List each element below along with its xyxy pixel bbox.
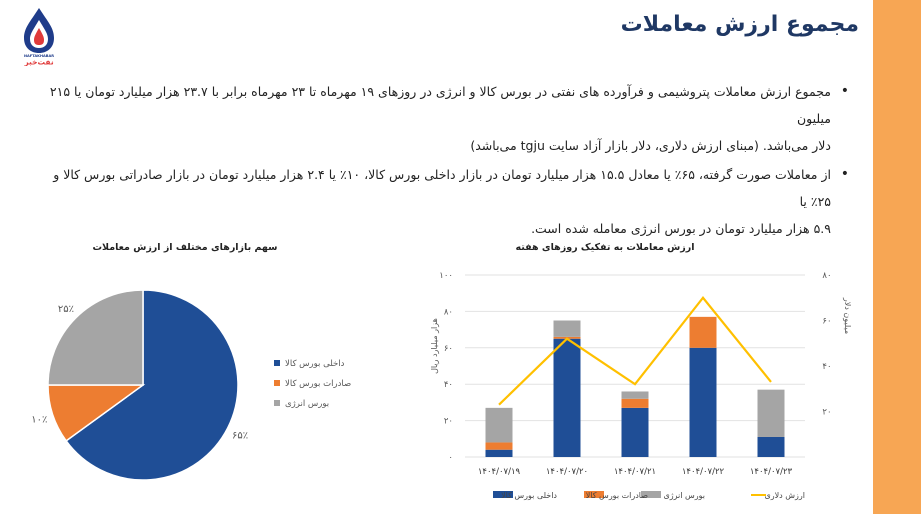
- bar-chart-title: ارزش معاملات به تفکیک روزهای هفته: [515, 242, 695, 253]
- y2-tick-label: ۲۰: [822, 408, 831, 418]
- bar-segment: [553, 338, 581, 457]
- y-tick-label: ۴۰: [444, 380, 453, 390]
- logo-text: نفت‌خبر: [23, 58, 53, 67]
- bar-segment: [485, 442, 513, 450]
- logo: NAFTAKHABAR نفت‌خبر: [23, 8, 54, 67]
- bar-segment: [689, 347, 717, 457]
- legend-label: بورس انرژی: [663, 491, 705, 500]
- bullet-dot: •: [840, 83, 849, 99]
- bar-segment: [689, 316, 717, 348]
- bullet-dot: •: [840, 166, 849, 182]
- pie-slice: [65, 289, 239, 481]
- bullet-item: • مجموع ارزش معاملات پتروشیمی و فرآورده …: [49, 78, 849, 159]
- x-tick-label: ۱۴۰۴/۰۷/۲۰: [546, 467, 588, 477]
- bar-segment: [485, 407, 513, 443]
- x-tick-label: ۱۴۰۴/۰۷/۱۹: [478, 467, 521, 477]
- y-tick-label: ۲۰: [444, 417, 453, 427]
- pie-slice: [47, 289, 144, 386]
- y-tick-label: ۰: [448, 453, 453, 463]
- legend-label: صادرات بورس کالا: [586, 491, 649, 500]
- bar-segment: [621, 391, 649, 399]
- legend-label: بورس انرژی: [285, 399, 329, 409]
- bullet-list: • مجموع ارزش معاملات پتروشیمی و فرآورده …: [49, 78, 849, 244]
- legend-swatch: [274, 380, 280, 386]
- legend-label: صادرات بورس کالا: [285, 379, 351, 389]
- bar-segment: [621, 398, 649, 408]
- accent-side-bar: [873, 0, 921, 514]
- legend-label: داخلی بورس کالا: [501, 491, 557, 500]
- y2-tick-label: ۶۰: [822, 317, 831, 327]
- y-tick-label: ۸۰: [444, 307, 453, 317]
- bar-segment: [485, 449, 513, 457]
- bullet-line: از معاملات صورت گرفته، ۶۵٪ یا معادل ۱۵.۵…: [53, 167, 831, 209]
- pie-slice-label: ۱۰٪: [31, 415, 47, 426]
- pie-slice-label: ۲۵٪: [58, 304, 74, 315]
- pie-chart-title: سهم بازارهای مختلف از ارزش معاملات: [92, 242, 278, 253]
- legend-swatch: [274, 360, 280, 366]
- legend-swatch: [274, 400, 280, 406]
- legend-swatch: [584, 491, 604, 498]
- pie-chart: ۶۵٪ ۱۰٪ ۲۵٪ داخلی بورس کالا صادرات بورس کالا…: [31, 289, 351, 481]
- legend-label: داخلی بورس کالا: [285, 359, 345, 369]
- y-tick-label: ۱۰۰: [439, 271, 453, 281]
- line-series: [498, 295, 772, 406]
- y2-axis-label: میلیون دلار: [843, 297, 852, 334]
- y-axis-label: هزار میلیارد ریال: [430, 318, 439, 374]
- bullet-line: دلار می‌باشد. (مبنای ارزش دلاری، دلار با…: [470, 138, 831, 153]
- x-tick-label: ۱۴۰۴/۰۷/۲۳: [750, 467, 793, 477]
- logo-small-text: NAFTAKHABAR: [24, 54, 54, 58]
- x-tick-label: ۱۴۰۴/۰۷/۲۲: [682, 467, 725, 477]
- bar-segment: [553, 320, 581, 337]
- bar-segment: [621, 407, 649, 457]
- legend-swatch: [641, 491, 661, 498]
- bullet-line: مجموع ارزش معاملات پتروشیمی و فرآورده ها…: [49, 84, 831, 126]
- bullet-line: ۵.۹ هزار میلیارد تومان در بورس انرژی معا…: [531, 221, 831, 236]
- y2-tick-label: ۸۰: [822, 271, 831, 281]
- legend-swatch: [493, 491, 513, 498]
- y-tick-label: ۶۰: [444, 344, 453, 354]
- y2-tick-label: ۴۰: [822, 362, 831, 372]
- x-tick-label: ۱۴۰۴/۰۷/۲۱: [614, 467, 656, 477]
- bullet-item: • از معاملات صورت گرفته، ۶۵٪ یا معادل ۱۵…: [49, 161, 849, 242]
- bar-segment: [757, 436, 785, 457]
- page-title: مجموع ارزش معاملات: [620, 12, 859, 37]
- combo-chart: ۰ ۲۰ ۴۰ ۶۰ ۸۰ ۱۰۰ ۲۰ ۴۰ ۶۰ ۸۰ هزار میلیارد ریال میل…: [430, 271, 852, 500]
- legend-label: ارزش دلاری: [764, 491, 805, 500]
- bar-segment: [757, 389, 785, 437]
- pie-slice-label: ۶۵٪: [232, 430, 248, 441]
